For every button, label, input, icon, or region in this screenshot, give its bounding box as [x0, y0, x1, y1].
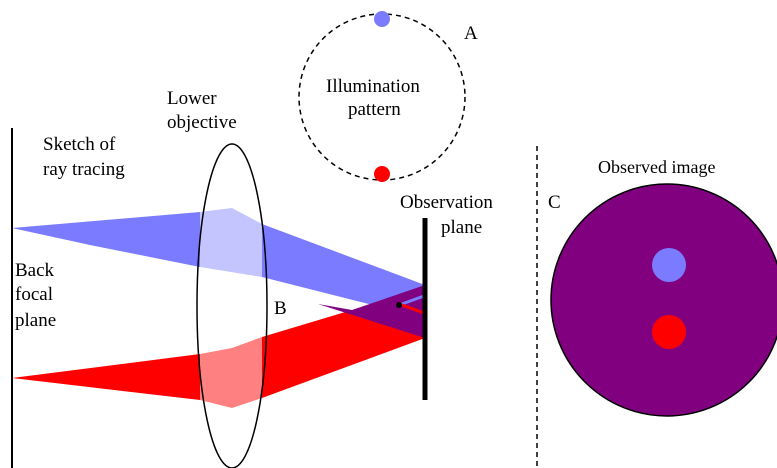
illumination-label-2: pattern	[348, 99, 401, 120]
panel-a-label: A	[464, 23, 478, 44]
blue-ray-before-lens	[12, 212, 200, 267]
observed-image-label: Observed image	[598, 157, 715, 177]
back-focal-label-2: focal	[15, 284, 53, 305]
illumination-red-spot	[374, 166, 390, 182]
panel-c-label: C	[548, 192, 561, 213]
red-ray-before-lens	[12, 354, 200, 400]
overlap-red-streak	[401, 303, 425, 315]
back-focal-label-1: Back	[15, 260, 55, 281]
overlap-blue-streak	[401, 294, 425, 306]
ray-overlap-region	[318, 285, 425, 338]
focus-point	[396, 302, 402, 308]
illumination-pattern-circle	[298, 13, 466, 181]
red-ray-in-lens	[200, 337, 262, 408]
lower-objective-label-1: Lower	[167, 88, 217, 109]
sketch-label-1: Sketch of	[43, 134, 116, 155]
observation-plane-label-2: plane	[441, 217, 482, 238]
observed-blue-spot	[652, 248, 686, 282]
lower-objective-label-2: objective	[167, 112, 237, 133]
panel-b-label: B	[274, 298, 287, 319]
observation-plane-label-1: Observation	[400, 192, 493, 213]
illumination-blue-spot	[374, 11, 390, 27]
illumination-label-1: Illumination	[326, 76, 420, 97]
blue-ray-in-lens	[200, 208, 262, 277]
lower-objective-lens	[196, 143, 268, 468]
blue-ray-after-lens	[262, 224, 425, 312]
sketch-label-2: ray tracing	[43, 159, 125, 180]
back-focal-label-3: plane	[15, 310, 56, 331]
observed-image-disc	[550, 183, 777, 417]
observed-red-spot	[652, 315, 686, 349]
